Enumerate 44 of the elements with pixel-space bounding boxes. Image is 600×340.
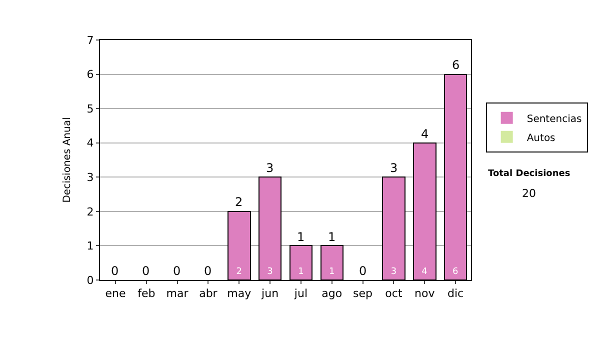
x-tick-label: mar xyxy=(166,287,189,300)
data-label: 3 xyxy=(390,267,397,277)
x-tick-label: sep xyxy=(353,287,373,300)
x-tick-label: jul xyxy=(293,287,308,300)
total-label: 0 xyxy=(142,264,150,278)
x-tick-label: dic xyxy=(447,287,464,300)
x-tick-label: nov xyxy=(414,287,436,300)
total-label: 0 xyxy=(204,264,212,278)
total-label: 0 xyxy=(111,264,119,278)
total-label: 3 xyxy=(266,161,274,175)
x-tick-label: feb xyxy=(138,287,156,300)
legend-label: Sentencias xyxy=(526,114,582,125)
y-axis-title: Decisiones Anual xyxy=(62,117,73,203)
text: Total Decisiones xyxy=(488,169,570,179)
data-label: 2 xyxy=(236,267,242,277)
data-label: 1 xyxy=(329,267,335,277)
x-tick-label: ago xyxy=(322,287,342,300)
total-label: 0 xyxy=(359,264,367,278)
total-label: 0 xyxy=(173,264,181,278)
x-tick-label: ene xyxy=(105,287,126,300)
total-label: 4 xyxy=(421,127,429,141)
y-tick-label: 5 xyxy=(86,102,94,116)
y-tick-label: 3 xyxy=(86,170,94,184)
total-label: 1 xyxy=(328,230,336,244)
total-label: 1 xyxy=(297,230,305,244)
y-tick-label: 6 xyxy=(86,68,94,82)
data-label: 3 xyxy=(267,267,273,277)
x-tick-label: abr xyxy=(199,287,218,300)
y-tick-label: 4 xyxy=(86,136,94,150)
y-tick-label: 0 xyxy=(86,274,94,287)
total-label: 3 xyxy=(390,161,398,175)
total-label: 2 xyxy=(235,195,243,209)
x-tick-label: oct xyxy=(385,287,403,300)
x-tick-label: may xyxy=(227,287,252,300)
data-label: 4 xyxy=(422,267,428,277)
data-label: 6 xyxy=(452,267,459,277)
total-label: 6 xyxy=(452,58,460,72)
legend-label: Autos xyxy=(526,132,556,144)
data-label: 1 xyxy=(298,267,304,277)
text: 20 xyxy=(522,187,536,200)
y-tick-label: 1 xyxy=(86,240,94,253)
x-tick-label: jun xyxy=(260,287,279,300)
y-tick-label: 7 xyxy=(86,34,94,47)
y-tick-label: 2 xyxy=(86,205,94,218)
